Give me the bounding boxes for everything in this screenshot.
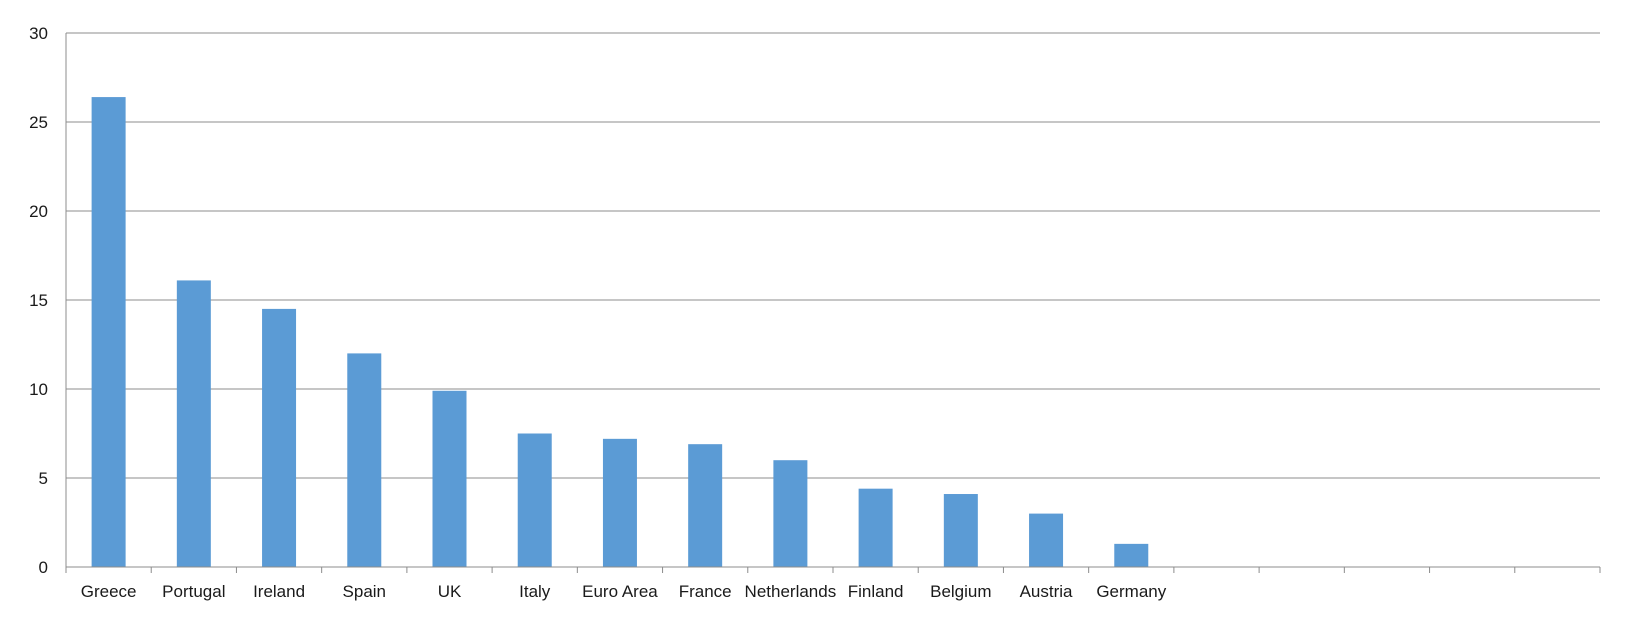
x-tick-label-euro-area: Euro Area [582, 582, 658, 601]
x-axis-category-labels: Greece Portugal Ireland Spain UK Italy Euro Ar… [81, 582, 1167, 601]
x-tick-label-france: France [679, 582, 732, 601]
y-tick-label-10: 10 [29, 380, 48, 399]
x-tick-label-portugal: Portugal [162, 582, 225, 601]
bar-netherlands [773, 460, 808, 567]
bar-portugal [176, 280, 211, 567]
bar-euro-area [602, 438, 637, 567]
bar-france [688, 444, 723, 567]
x-tick-label-italy: Italy [519, 582, 551, 601]
y-tick-label-30: 30 [29, 24, 48, 43]
x-tick-label-spain: Spain [343, 582, 386, 601]
x-tick-label-belgium: Belgium [930, 582, 991, 601]
x-tick-label-austria: Austria [1020, 582, 1073, 601]
bar-germany [1114, 543, 1149, 567]
y-axis-tick-labels: 0 5 10 15 20 25 30 [29, 24, 48, 577]
bar-belgium [943, 494, 978, 567]
y-tick-label-15: 15 [29, 291, 48, 310]
bar-italy [517, 433, 552, 567]
x-tick-label-netherlands: Netherlands [745, 582, 837, 601]
x-axis [65, 33, 1601, 573]
bar-austria [1029, 513, 1064, 567]
y-tick-label-25: 25 [29, 113, 48, 132]
bar-ireland [262, 308, 297, 567]
bar-finland [858, 488, 893, 567]
x-tick-label-uk: UK [438, 582, 462, 601]
y-tick-label-0: 0 [39, 558, 48, 577]
x-tick-label-germany: Germany [1096, 582, 1166, 601]
y-tick-label-20: 20 [29, 202, 48, 221]
x-tick-label-finland: Finland [848, 582, 904, 601]
bar-greece [91, 97, 126, 567]
x-tick-label-ireland: Ireland [253, 582, 305, 601]
bar-uk [432, 390, 467, 567]
bar-spain [347, 353, 382, 567]
bars [91, 97, 1149, 567]
x-tick-label-greece: Greece [81, 582, 137, 601]
y-tick-label-5: 5 [39, 469, 48, 488]
gridlines [66, 32, 1600, 479]
